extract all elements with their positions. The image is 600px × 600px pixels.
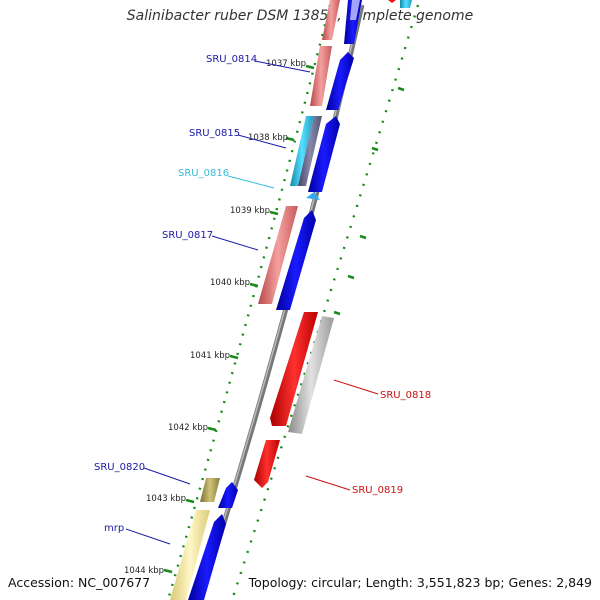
position-ticks: 1037 kbp 1038 kbp 1039 kbp 1040 kbp 1041… xyxy=(124,59,315,576)
tick-label: 1042 kbp xyxy=(168,423,208,433)
gene-feature-0816 xyxy=(306,192,320,200)
cds-feature-0815 xyxy=(308,116,340,192)
gc-track-outer xyxy=(230,4,420,600)
gene-feature-0815b xyxy=(298,116,322,186)
tick-label: 1037 kbp xyxy=(266,59,306,69)
gene-label-sru-0818: SRU_0818 xyxy=(380,390,431,401)
gc-track-inner xyxy=(166,4,332,600)
gene-feature-0819 xyxy=(254,440,280,488)
tick-label: 1041 kbp xyxy=(190,351,230,361)
gene-feature-mrp xyxy=(170,510,210,600)
gene-label-sru-0814: SRU_0814 xyxy=(206,54,257,65)
gene-label-sru-0817: SRU_0817 xyxy=(162,230,213,241)
topology-text: Topology: circular; Length: 3,551,823 bp… xyxy=(248,575,592,590)
tick-label: 1040 kbp xyxy=(210,278,250,288)
gene-label-sru-0816: SRU_0816 xyxy=(178,168,229,179)
gene-feature-0814 xyxy=(310,46,332,106)
gene-feature-0820 xyxy=(200,478,220,502)
gc-track-outer-marks xyxy=(333,86,405,316)
tick-label: 1044 kbp xyxy=(124,566,164,576)
gene-labels: SRU_0814 SRU_0815 SRU_0816 SRU_0817 SRU_… xyxy=(94,54,431,545)
gene-label-sru-0820: SRU_0820 xyxy=(94,462,145,473)
gene-label-sru-0819: SRU_0819 xyxy=(352,485,403,496)
tick-label: 1039 kbp xyxy=(230,206,270,216)
cds-feature-mrp xyxy=(188,514,226,600)
cds-feature-0817 xyxy=(276,210,316,310)
gene-feature-0815 xyxy=(290,116,314,186)
cds-feature-0820 xyxy=(218,482,238,508)
gene-feature-0817 xyxy=(258,206,298,304)
gene-label-sru-0815: SRU_0815 xyxy=(189,128,240,139)
accession-text: Accession: NC_007677 xyxy=(8,575,151,590)
tick-label: 1038 kbp xyxy=(248,133,288,143)
cds-feature-0814 xyxy=(326,52,354,110)
gene-label-mrp: mrp xyxy=(104,523,124,534)
tick-label: 1043 kbp xyxy=(146,494,186,504)
gene-feature-0818b xyxy=(288,316,334,434)
gene-feature-0818 xyxy=(270,312,318,426)
gene-features xyxy=(170,0,412,600)
map-title: Salinibacter ruber DSM 13855, complete g… xyxy=(126,8,474,24)
